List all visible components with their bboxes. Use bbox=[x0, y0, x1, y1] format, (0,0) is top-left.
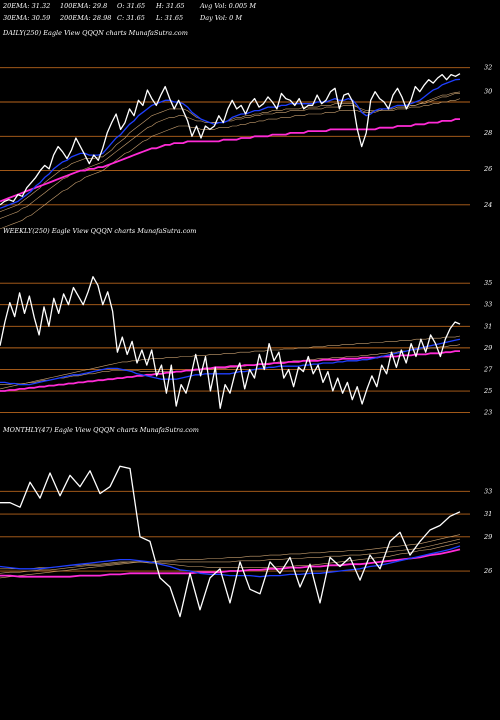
weekly-chart-title: WEEKLY(250) Eagle View QQQN charts Munaf… bbox=[3, 227, 196, 235]
daily-series-price-0 bbox=[0, 73, 461, 206]
monthly-series-ema-fast-1 bbox=[0, 545, 461, 578]
daily-chart-panel: DAILY(250) Eagle View QQQN charts Munafa… bbox=[0, 29, 492, 230]
monthly-tick-label: 29 bbox=[483, 533, 492, 541]
daily-tick-label: 32 bbox=[484, 64, 492, 72]
header-stats: 20EMA: 31.32 100EMA: 29.8 O: 31.65 H: 31… bbox=[2, 2, 256, 22]
monthly-chart-title: MONTHLY(47) Eagle View QQQN charts Munaf… bbox=[2, 426, 199, 434]
monthly-series-ema-other-4 bbox=[0, 538, 461, 574]
stat-100ema: 100EMA: 29.8 bbox=[60, 2, 107, 10]
weekly-tick-label: 31 bbox=[484, 322, 492, 330]
stat-high: H: 31.65 bbox=[155, 2, 185, 10]
daily-chart-title: DAILY(250) Eagle View QQQN charts Munafa… bbox=[2, 29, 188, 37]
weekly-series-price-0 bbox=[0, 276, 461, 409]
monthly-chart-panel: MONTHLY(47) Eagle View QQQN charts Munaf… bbox=[0, 426, 492, 618]
stat-200ema: 200EMA: 28.98 bbox=[59, 14, 111, 22]
daily-series-ema-200-5 bbox=[0, 118, 460, 203]
stat-avg-vol: Avg Vol: 0.005 M bbox=[199, 2, 256, 10]
weekly-series-ema-other-2 bbox=[0, 344, 461, 385]
stat-open: O: 31.65 bbox=[117, 2, 145, 10]
weekly-chart-panel: WEEKLY(250) Eagle View QQQN charts Munaf… bbox=[0, 227, 493, 417]
stat-close: C: 31.65 bbox=[117, 14, 145, 22]
daily-tick-label: 28 bbox=[483, 129, 492, 137]
monthly-series-price-0 bbox=[0, 465, 461, 618]
weekly-series-ema-other-3 bbox=[0, 335, 461, 390]
daily-tick-label: 24 bbox=[483, 201, 492, 209]
weekly-tick-label: 33 bbox=[484, 301, 492, 309]
weekly-tick-label: 35 bbox=[484, 279, 492, 287]
monthly-tick-label: 33 bbox=[484, 487, 492, 495]
stat-30ema: 30EMA: 30.59 bbox=[3, 14, 50, 22]
daily-tick-label: 26 bbox=[483, 165, 492, 173]
daily-tick-label: 30 bbox=[484, 88, 492, 96]
stat-20ema: 20EMA: 31.32 bbox=[2, 2, 50, 10]
stat-day-vol: Day Vol: 0 M bbox=[199, 14, 242, 22]
weekly-tick-label: 23 bbox=[483, 409, 492, 417]
weekly-tick-label: 25 bbox=[483, 387, 492, 395]
weekly-series-ema-fast-1 bbox=[0, 338, 461, 386]
monthly-series-ema-other-3 bbox=[0, 534, 461, 579]
weekly-tick-label: 29 bbox=[483, 344, 492, 352]
weekly-tick-label: 27 bbox=[483, 366, 493, 374]
monthly-tick-label: 26 bbox=[483, 567, 492, 575]
daily-series-ema-other-3 bbox=[0, 98, 461, 230]
stat-low: L: 31.65 bbox=[155, 14, 183, 22]
daily-series-ema-fast-1 bbox=[0, 78, 461, 209]
monthly-series-ema-other-2 bbox=[0, 542, 461, 570]
monthly-tick-label: 31 bbox=[484, 510, 492, 518]
